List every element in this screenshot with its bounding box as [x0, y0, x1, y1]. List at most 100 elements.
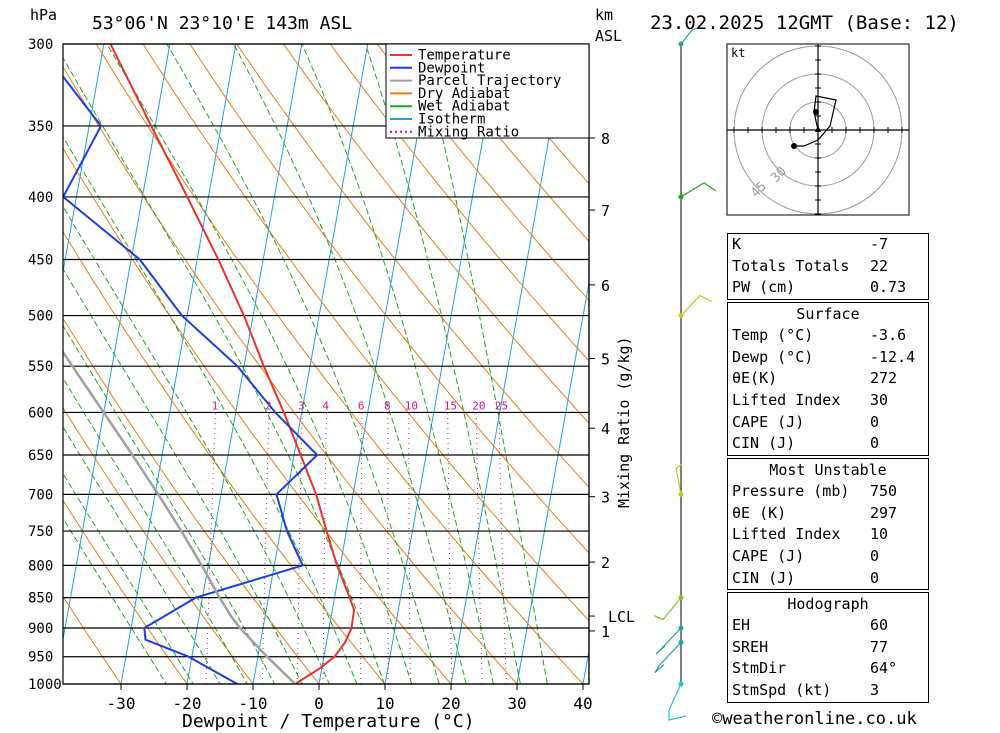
- index-label: StmDir: [732, 659, 787, 678]
- isotherm-line: [120, 44, 237, 684]
- temperature-tick-label: -20: [173, 694, 202, 713]
- wet-adiabat-line: [63, 205, 330, 684]
- mixing-ratio-axis-label: Mixing Ratio (g/kg): [615, 336, 633, 508]
- mixing-ratio-label: 3: [298, 399, 305, 412]
- parcel-trajectory-line: [63, 349, 297, 684]
- surface-box: Surface Temp (°C) -3.6 Dewp (°C) -12.4 θE(K)…: [727, 302, 929, 457]
- index-row: Temp (°C) -3.6: [728, 325, 928, 347]
- dry-adiabat-line: [236, 44, 589, 488]
- index-row: SREH 77: [728, 637, 928, 659]
- index-value: 22: [870, 256, 889, 275]
- isotherm-line: [384, 44, 501, 684]
- most-unstable-title: Most Unstable: [769, 461, 887, 479]
- pressure-tick-label: 400: [28, 190, 53, 206]
- isotherm-line: [63, 44, 171, 643]
- wet-adiabat-line: [106, 44, 413, 684]
- mixing-ratio-line: [360, 412, 363, 684]
- index-label: SREH: [732, 637, 769, 656]
- index-label: Lifted Index: [732, 391, 841, 410]
- hodograph-unit: kt: [731, 46, 745, 60]
- index-value: -3.6: [870, 326, 907, 344]
- isotherm-line: [186, 44, 303, 684]
- dry-adiabat-line: [282, 44, 589, 424]
- storm-motion-marker: [815, 125, 821, 132]
- km-tick-label: 3: [601, 489, 610, 507]
- temperature-tick-label: 30: [507, 694, 526, 713]
- isotherm-line: [450, 44, 567, 684]
- pressure-tick-label: 900: [28, 621, 53, 637]
- index-row: EH 60: [728, 615, 928, 637]
- index-label: Lifted Index: [732, 525, 841, 544]
- x-axis-label: Dewpoint / Temperature (°C): [182, 711, 475, 732]
- pressure-tick-label: 700: [28, 487, 53, 503]
- isotherm-line: [318, 44, 435, 684]
- index-label: PW (cm): [732, 278, 796, 297]
- legend-label: Temperature: [418, 48, 511, 64]
- isotherm-line: [516, 279, 589, 684]
- wet-adiabat-line: [63, 56, 385, 684]
- km-tick-label: 5: [601, 350, 610, 368]
- legend-label: Dry Adiabat: [418, 86, 511, 102]
- legend-label: Mixing Ratio: [418, 124, 519, 140]
- dry-adiabat-line: [423, 44, 589, 243]
- pressure-tick-label: 750: [28, 524, 53, 540]
- pressure-tick-label: 500: [28, 309, 53, 325]
- index-row: Lifted Index 30: [728, 390, 928, 412]
- credit-text[interactable]: ©weatheronline.co.uk: [712, 709, 917, 729]
- mixing-ratio-label: 2: [265, 399, 272, 412]
- dry-adiabat-line: [376, 44, 589, 302]
- index-row: Lifted Index 10: [728, 524, 928, 546]
- asl-label: ASL: [595, 27, 622, 45]
- legend-label: Dewpoint: [418, 60, 485, 76]
- km-tick-label: 6: [601, 277, 610, 295]
- wind-barb: [680, 182, 717, 198]
- mixing-ratio-line: [261, 412, 270, 684]
- temperature-tick-label: 40: [573, 694, 592, 713]
- index-value: 30: [870, 391, 889, 410]
- index-label: K: [732, 235, 742, 253]
- mixing-ratio-line: [447, 412, 453, 684]
- pressure-tick-label: 800: [28, 558, 53, 574]
- wind-barb: [653, 597, 682, 621]
- index-value: 297: [870, 503, 898, 522]
- dewpoint-line: [63, 74, 319, 684]
- pressure-tick-label: 950: [28, 650, 53, 666]
- index-value: 77: [870, 637, 889, 656]
- mixing-ratio-label: 6: [358, 399, 365, 412]
- pressure-tick-label: 550: [28, 359, 53, 375]
- dry-adiabat-line: [63, 595, 122, 684]
- km-tick-label: 7: [601, 202, 610, 220]
- mixing-ratio-line: [387, 412, 389, 684]
- pressure-tick-label: 1000: [28, 677, 62, 693]
- hodograph-box: Hodograph EH 60 SREH 77 StmDir 64° StmSpd (kt)…: [727, 592, 929, 703]
- wind-barb: [680, 26, 701, 45]
- dry-adiabat-line: [63, 147, 452, 684]
- index-row: CAPE (J) 0: [728, 412, 928, 434]
- wet-adiabat-line: [63, 135, 358, 684]
- isotherm-line: [63, 44, 105, 275]
- km-tick-label: 1: [601, 623, 610, 641]
- index-label: Dewp (°C): [732, 347, 814, 366]
- dry-adiabat-line: [63, 65, 518, 684]
- mixing-ratio-label: 10: [405, 399, 418, 412]
- index-label: θE (K): [732, 503, 787, 522]
- mixing-ratio-label: 4: [322, 399, 329, 412]
- index-label: StmSpd (kt): [732, 681, 832, 700]
- wet-adiabat-line: [63, 426, 221, 684]
- hodograph-title: Hodograph: [787, 595, 869, 613]
- wet-adiabat-line: [166, 44, 440, 684]
- index-label: Temp (°C): [732, 326, 814, 344]
- km-tick-label: 2: [601, 554, 610, 572]
- wet-adiabat-line: [63, 267, 303, 684]
- dry-adiabat-line: [63, 499, 188, 684]
- dry-adiabat-line: [63, 317, 320, 684]
- index-value: -7: [870, 235, 889, 253]
- wet-adiabat-line: [233, 44, 467, 684]
- index-row: CIN (J) 0: [728, 568, 928, 590]
- dry-adiabat-line: [329, 44, 589, 362]
- pressure-tick-label: 650: [28, 448, 53, 464]
- mixing-ratio-label: 20: [472, 399, 485, 412]
- wet-adiabat-line: [364, 44, 521, 684]
- index-row: PW (cm) 0.73: [728, 277, 928, 299]
- index-label: CAPE (J): [732, 412, 805, 431]
